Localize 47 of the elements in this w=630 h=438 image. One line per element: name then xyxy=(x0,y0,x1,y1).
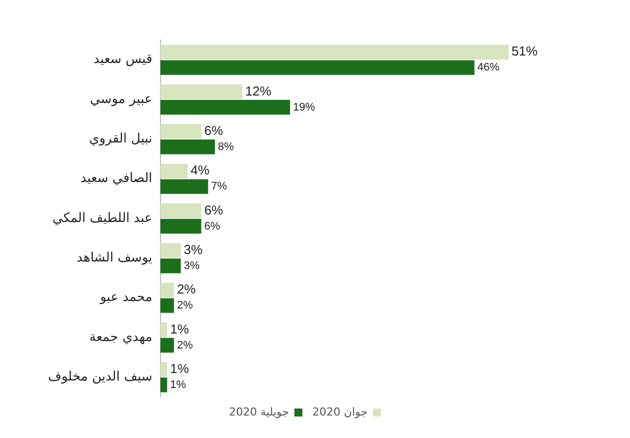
bar xyxy=(160,100,290,115)
data-label: 12% xyxy=(245,83,272,98)
bar xyxy=(160,164,188,178)
data-label: 1% xyxy=(170,378,186,391)
legend-label: جوان 2020 xyxy=(312,405,368,418)
y-tick-label: قيس سعيد xyxy=(94,52,152,68)
data-label: 4% xyxy=(190,162,210,178)
bar xyxy=(160,243,181,258)
y-tick-label: سيف الدين مخلوف xyxy=(48,370,152,385)
y-tick-label: يوسف الشاهد xyxy=(76,250,153,266)
y-tick-label: محمد عبو xyxy=(99,290,152,306)
bar xyxy=(160,218,202,234)
data-label: 7% xyxy=(211,180,228,193)
data-label: 3% xyxy=(184,242,204,258)
bar xyxy=(160,84,242,100)
bar xyxy=(160,322,168,338)
data-label: 2% xyxy=(176,282,196,297)
bar xyxy=(160,378,168,392)
bar xyxy=(160,179,208,194)
bar xyxy=(160,44,509,60)
data-label: 19% xyxy=(293,101,316,114)
bar xyxy=(160,338,174,353)
bar xyxy=(160,60,474,75)
y-tick-label: عبد اللطيف المكي xyxy=(52,210,152,226)
data-label: 3% xyxy=(184,260,200,272)
y-tick-label: عبير موسي xyxy=(90,92,152,107)
data-label: 51% xyxy=(512,44,538,59)
data-label: 2% xyxy=(176,339,194,352)
bar xyxy=(160,124,202,139)
data-label: 46% xyxy=(477,62,500,74)
legend-label: جويلية 2020 xyxy=(228,405,289,418)
data-label: 2% xyxy=(176,300,194,312)
bar xyxy=(160,298,174,313)
y-tick-label: نبيل القروي xyxy=(89,132,152,147)
bar xyxy=(160,258,181,274)
data-label: 8% xyxy=(218,140,234,153)
data-label: 1% xyxy=(170,321,190,336)
y-tick-label: الصافي سعيد xyxy=(80,171,152,186)
y-tick-label: مهدي جمعة xyxy=(89,330,152,345)
bar xyxy=(160,362,168,377)
data-label: 6% xyxy=(204,220,220,232)
bar xyxy=(160,282,174,298)
data-label: 1% xyxy=(170,361,190,376)
data-label: 6% xyxy=(204,123,224,138)
bar xyxy=(160,140,215,154)
data-label: 6% xyxy=(204,202,224,218)
bar xyxy=(160,203,202,218)
